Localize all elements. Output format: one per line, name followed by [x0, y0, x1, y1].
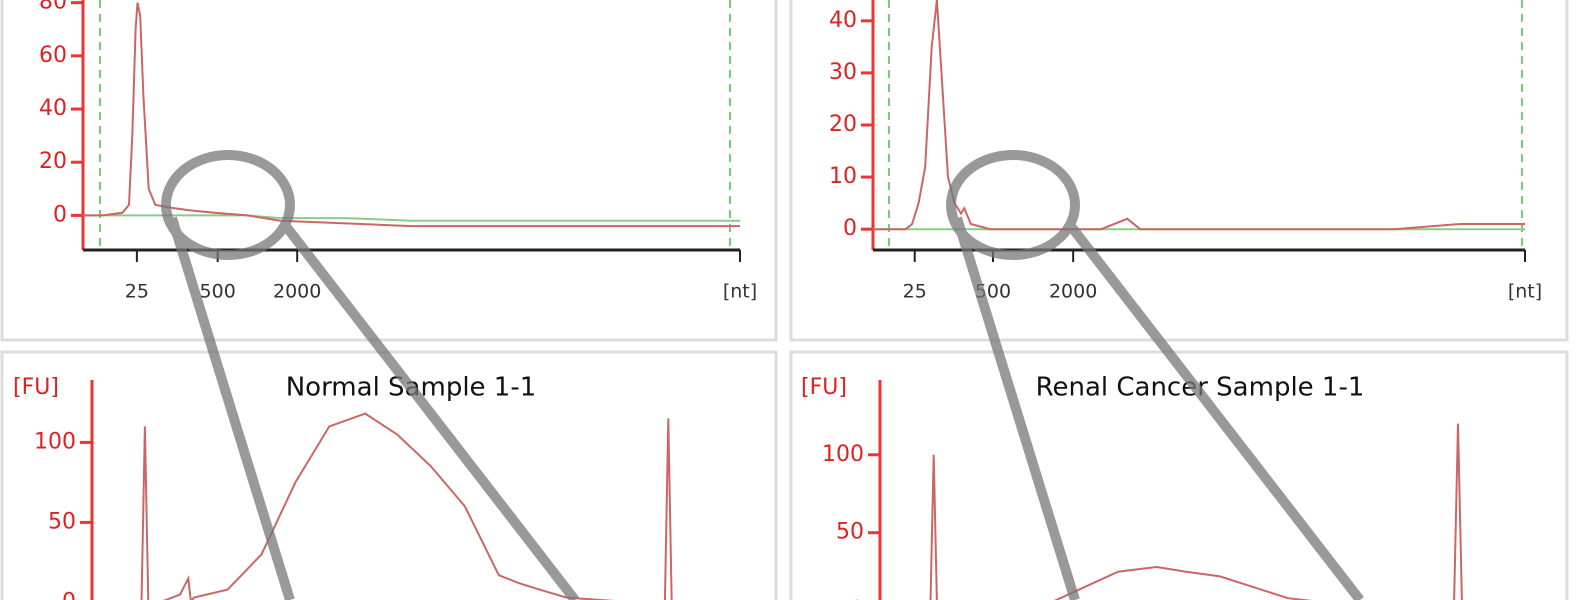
- x-axis-label: [nt]: [723, 281, 757, 303]
- x-tick-label: 2000: [273, 281, 321, 303]
- y-tick-label: 60: [39, 43, 67, 68]
- zoom-circle: [161, 150, 295, 260]
- zoom-line: [952, 216, 1080, 600]
- y-tick-label: 40: [39, 96, 67, 121]
- x-tick-label: 25: [903, 281, 927, 303]
- y-tick-label: 40: [829, 8, 857, 33]
- trace: [83, 2, 740, 228]
- zoom-circle: [946, 150, 1080, 260]
- trace: [83, 214, 740, 222]
- y-tick-label: 0: [850, 598, 864, 600]
- y-tick-label: 10: [829, 164, 857, 189]
- y-axis-label: [FU]: [13, 375, 59, 400]
- y-tick-label: 80: [39, 0, 67, 15]
- y-tick-label: 0: [62, 589, 76, 600]
- panel-frame: [789, 350, 1569, 600]
- y-axis-label: [FU]: [801, 375, 847, 400]
- trace: [929, 423, 1463, 600]
- y-tick-label: 0: [843, 216, 857, 241]
- x-axis-label: [nt]: [1508, 281, 1542, 303]
- zoom-line: [281, 221, 579, 600]
- zoom-line: [167, 216, 295, 600]
- zoom-line: [1066, 221, 1364, 600]
- trace: [140, 412, 673, 600]
- x-tick-label: 500: [200, 281, 236, 303]
- y-tick-label: 20: [39, 149, 67, 174]
- y-tick-label: 30: [829, 60, 857, 85]
- y-tick-label: 0: [53, 202, 67, 227]
- y-tick-label: 20: [829, 112, 857, 137]
- panel-frame: [789, 0, 1569, 342]
- x-tick-label: 2000: [1049, 281, 1097, 303]
- y-tick-label: 50: [836, 520, 864, 545]
- x-tick-label: 25: [125, 281, 149, 303]
- y-tick-label: 100: [822, 442, 864, 467]
- trace: [873, 0, 1525, 231]
- y-tick-label: 100: [34, 429, 76, 454]
- zoom-overlay: [161, 150, 1364, 600]
- panel-frame: [0, 0, 778, 342]
- y-tick-label: 50: [48, 509, 76, 534]
